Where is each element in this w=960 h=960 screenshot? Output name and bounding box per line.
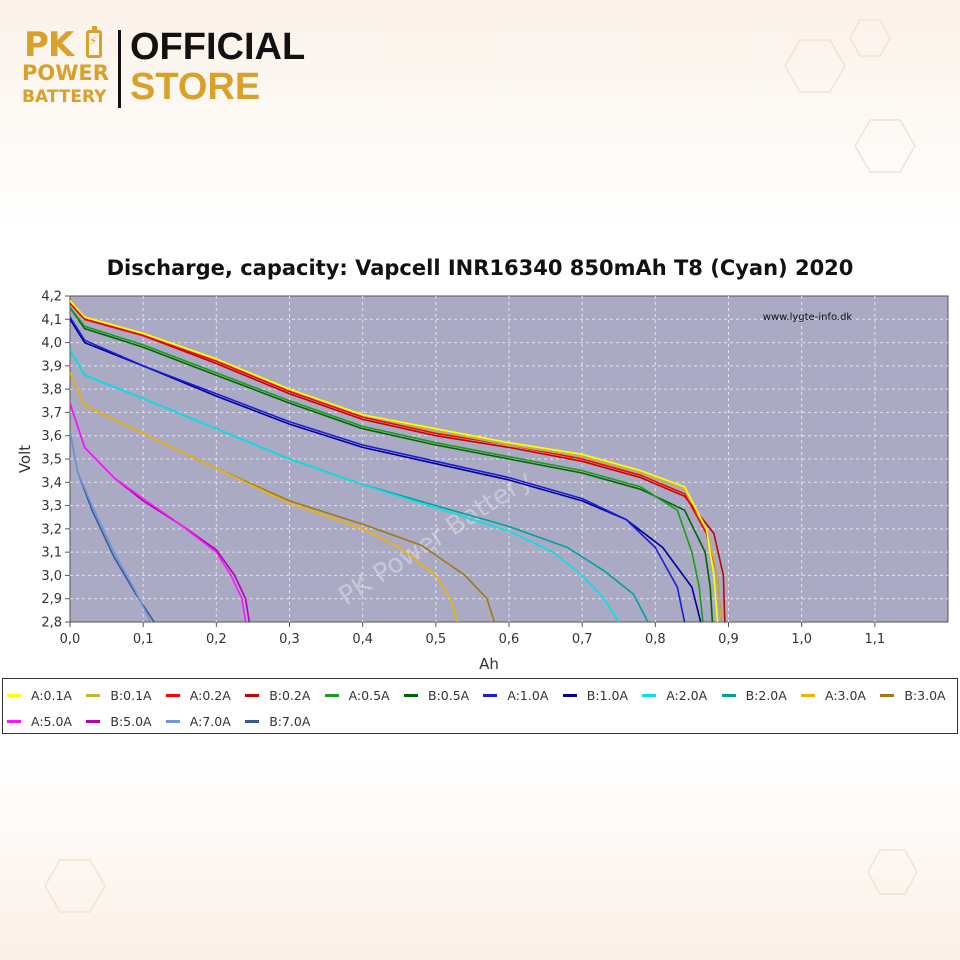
chart-legend: A:0.1A B:0.1A A:0.2A B:0.2A A:0.5A B:0.5A A:1.… <box>2 678 958 734</box>
site-watermark: www.lygte-info.dk <box>763 312 853 323</box>
y-tick-label: 3,3 <box>41 499 62 514</box>
brand-logo: PK POWER BATTERY OFFICIAL STORE <box>22 26 312 110</box>
x-tick-label: 0,4 <box>352 632 373 647</box>
legend-swatch <box>165 719 180 723</box>
logo-pk-text: PK <box>24 25 74 65</box>
legend-swatch <box>721 693 736 697</box>
legend-item: B:2.0A <box>721 685 787 705</box>
x-tick-label: 1,1 <box>864 632 885 647</box>
y-axis-label: Volt <box>16 445 34 473</box>
legend-label: B:3.0A <box>904 687 946 703</box>
y-tick-label: 4,0 <box>41 336 62 351</box>
y-tick-label: 3,9 <box>41 359 62 374</box>
x-tick-label: 1,0 <box>791 632 812 647</box>
series-line-a-0-2a <box>70 302 722 622</box>
legend-item: A:3.0A <box>801 685 866 705</box>
logo-store-text: STORE <box>130 66 261 108</box>
legend-item: B:3.0A <box>880 685 946 705</box>
legend-item: A:2.0A <box>642 685 707 705</box>
series-line-a-1-0a <box>70 316 686 622</box>
y-tick-label: 2,8 <box>41 616 62 631</box>
x-tick-label: 0,8 <box>645 632 666 647</box>
x-tick-label: 0,1 <box>133 632 154 647</box>
series-line-a-5-0a <box>70 402 247 622</box>
x-tick-label: 0,0 <box>60 632 81 647</box>
legend-label: B:0.1A <box>110 687 152 703</box>
legend-swatch <box>7 719 21 723</box>
legend-label: A:2.0A <box>666 687 708 703</box>
y-tick-label: 3,6 <box>41 429 62 444</box>
y-tick-label: 4,1 <box>41 313 62 328</box>
legend-item: A:7.0A <box>165 711 231 731</box>
x-tick-label: 0,3 <box>279 632 300 647</box>
legend-swatch <box>562 693 577 697</box>
y-tick-label: 3,5 <box>41 453 62 468</box>
y-tick-label: 3,4 <box>41 476 62 491</box>
x-tick-label: 0,9 <box>718 632 739 647</box>
series-line-a-3-0a <box>70 372 459 622</box>
legend-swatch <box>404 693 418 697</box>
x-axis-label: Ah <box>479 655 499 673</box>
series-line-a-0-1a <box>70 300 719 622</box>
discharge-chart: 0,0 0,1 0,2 0,3 0,4 0,5 0,6 0,7 0,8 0,9 1,0 1,1 2,8 2… <box>16 290 949 673</box>
y-tick-label: 2,9 <box>41 592 62 607</box>
series-line-a-7-0a <box>70 430 152 622</box>
legend-swatch <box>86 693 101 697</box>
legend-swatch <box>324 693 339 697</box>
legend-swatch <box>642 693 657 697</box>
legend-label: A:5.0A <box>31 713 72 729</box>
logo-battery-text: BATTERY <box>22 87 107 107</box>
legend-swatch <box>7 693 21 697</box>
legend-item: B:0.2A <box>245 685 310 705</box>
legend-swatch <box>165 693 180 697</box>
x-tick-label: 0,5 <box>425 632 446 647</box>
series-line-a-2-0a <box>70 349 620 622</box>
y-tick-label: 3,7 <box>41 406 62 421</box>
legend-swatch <box>880 693 895 697</box>
y-tick-label: 3,8 <box>41 383 62 398</box>
legend-item: B:0.1A <box>86 685 152 705</box>
legend-label: B:1.0A <box>586 687 629 703</box>
legend-label: A:0.5A <box>348 687 390 703</box>
legend-label: B:5.0A <box>110 713 152 729</box>
legend-item: B:7.0A <box>245 711 310 731</box>
legend-label: A:0.1A <box>31 687 72 703</box>
legend-item: A:1.0A <box>483 685 548 705</box>
x-tick-label: 0,2 <box>206 632 227 647</box>
logo-power-text: POWER <box>22 61 109 85</box>
legend-item: A:5.0A <box>7 711 72 731</box>
legend-label: A:3.0A <box>825 687 866 703</box>
legend-label: A:0.2A <box>189 687 231 703</box>
legend-label: B:7.0A <box>269 713 311 729</box>
y-tick-label: 3,1 <box>41 546 62 561</box>
legend-label: B:2.0A <box>745 687 787 703</box>
legend-label: B:0.5A <box>428 687 470 703</box>
series-line-a-0-5a <box>70 307 704 622</box>
y-tick-label: 3,2 <box>41 522 62 537</box>
legend-item: B:5.0A <box>86 711 152 731</box>
legend-item: A:0.2A <box>165 685 231 705</box>
legend-swatch <box>801 693 815 697</box>
legend-swatch <box>245 693 260 697</box>
legend-item: B:1.0A <box>562 685 629 705</box>
x-tick-label: 0,6 <box>499 632 520 647</box>
legend-label: A:7.0A <box>189 713 231 729</box>
x-tick-label: 0,7 <box>572 632 593 647</box>
legend-label: A:1.0A <box>507 687 549 703</box>
legend-item: B:0.5A <box>404 685 469 705</box>
legend-swatch <box>86 719 101 723</box>
y-tick-label: 4,2 <box>41 290 62 305</box>
legend-swatch <box>483 693 498 697</box>
series-line-b-0-5a <box>70 307 714 622</box>
chart-title: Discharge, capacity: Vapcell INR16340 85… <box>106 256 854 280</box>
battery-icon <box>86 26 102 58</box>
legend-label: B:0.2A <box>269 687 311 703</box>
logo-divider <box>118 30 121 108</box>
legend-item: A:0.1A <box>7 685 72 705</box>
legend-item: A:0.5A <box>324 685 390 705</box>
y-tick-label: 3,0 <box>41 569 62 584</box>
logo-official-text: OFFICIAL <box>130 26 306 68</box>
legend-swatch <box>245 719 260 723</box>
